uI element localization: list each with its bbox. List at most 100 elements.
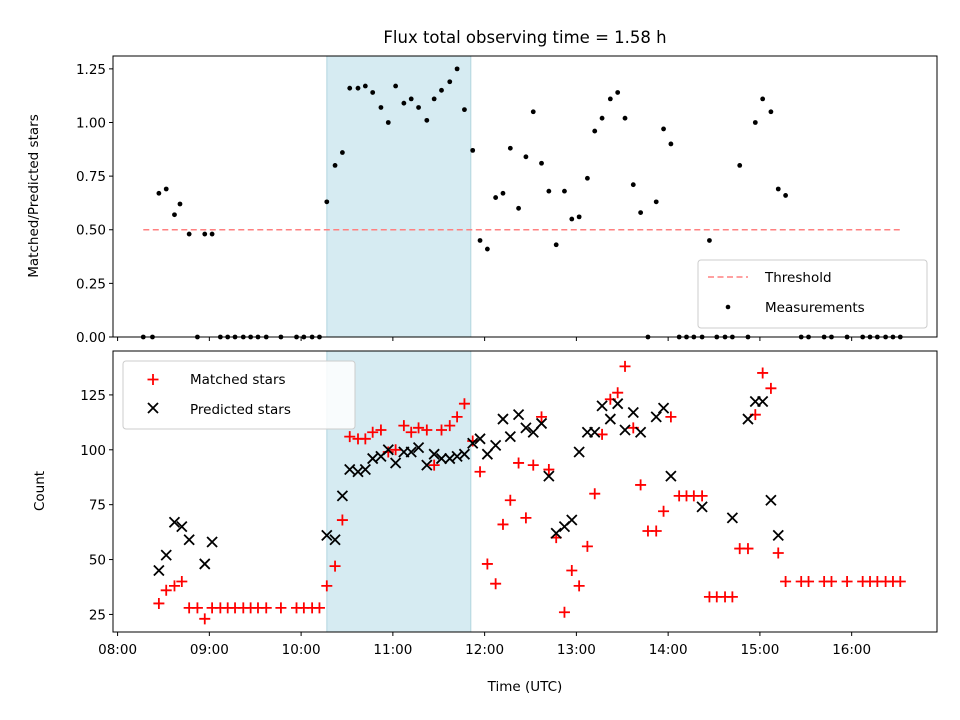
predicted-star-point xyxy=(589,426,601,438)
matched-star-point xyxy=(336,514,348,526)
matched-star-point xyxy=(160,584,172,596)
predicted-star-point xyxy=(183,534,195,546)
matched-star-point xyxy=(275,602,287,614)
measurement-point xyxy=(530,109,536,115)
x-tick-label: 11:00 xyxy=(373,642,412,658)
predicted-star-point xyxy=(481,448,494,460)
measurement-point xyxy=(768,109,774,115)
predicted-star-point xyxy=(405,446,417,458)
y-tick-label: 0.00 xyxy=(76,330,106,346)
predicted-star-point xyxy=(412,441,425,454)
predicted-star-point xyxy=(336,490,349,502)
measurement-point xyxy=(339,150,345,155)
matched-star-point xyxy=(191,602,203,614)
matched-star-point xyxy=(413,422,425,434)
matched-star-point xyxy=(260,602,272,614)
predicted-star-point xyxy=(474,433,486,445)
x-tick-label: 13:00 xyxy=(557,642,596,658)
x-tick-label: 10:00 xyxy=(282,642,321,658)
predicted-star-point xyxy=(566,514,578,526)
matched-star-point xyxy=(359,433,371,445)
matched-star-point xyxy=(490,578,502,590)
matched-star-point xyxy=(520,512,532,524)
predicted-star-point xyxy=(458,448,471,460)
matched-star-point xyxy=(612,387,624,399)
y-axis-ticks: 0.00 0.25 0.50 0.75 1.00 1.25 xyxy=(76,62,113,346)
x-tick-label: 09:00 xyxy=(190,642,229,658)
legend-threshold-label: Threshold xyxy=(764,270,832,286)
matched-star-point xyxy=(772,547,784,559)
predicted-star-point xyxy=(543,470,555,482)
measurement-point xyxy=(668,141,674,147)
matched-star-point xyxy=(390,444,402,456)
measurement-point xyxy=(653,199,659,205)
predicted-star-point xyxy=(634,426,647,438)
matched-star-point xyxy=(527,459,539,471)
predicted-star-point xyxy=(444,452,456,465)
x-tick-label: 14:00 xyxy=(649,642,688,658)
x-axis-ticks xyxy=(117,337,853,341)
measurement-point xyxy=(186,231,192,237)
measurement-point xyxy=(470,147,476,153)
ratio-panel: 0.00 0.25 0.50 0.75 1.00 1.25 Flux total obse… xyxy=(26,28,938,346)
measurement-point xyxy=(209,231,215,237)
matched-star-point xyxy=(780,576,792,588)
matched-star-point xyxy=(596,428,608,440)
matched-star-point xyxy=(581,540,593,552)
predicted-star-point xyxy=(359,463,371,476)
matched-star-point xyxy=(367,426,379,438)
measurement-point xyxy=(615,90,621,95)
predicted-star-point xyxy=(650,411,662,423)
matched-star-point xyxy=(398,420,410,432)
matched-star-point xyxy=(444,420,456,432)
predicted-star-point xyxy=(428,448,440,460)
matched-star-point xyxy=(375,424,387,436)
y-tick-label: 100 xyxy=(80,443,106,459)
y-tick-label: 1.25 xyxy=(76,62,106,78)
legend-matched-label: Matched stars xyxy=(190,372,286,388)
measurement-point xyxy=(638,210,644,215)
legend-box xyxy=(122,360,356,430)
matched-star-point xyxy=(199,613,211,625)
matched-star-point xyxy=(894,576,906,588)
matched-star-point xyxy=(650,525,662,537)
measurement-point xyxy=(592,128,598,134)
matched-star-point xyxy=(841,576,853,588)
plot-frame xyxy=(112,350,938,633)
matched-star-point xyxy=(421,424,433,436)
matched-star-point xyxy=(168,580,180,592)
measurement-point xyxy=(347,85,353,91)
measurement-point xyxy=(553,242,559,248)
measurement-point xyxy=(760,96,766,102)
measurement-point xyxy=(177,201,183,207)
measurement-point xyxy=(431,96,437,102)
measurement-point xyxy=(661,126,666,132)
measurement-point xyxy=(576,214,582,220)
predicted-star-point xyxy=(535,417,548,430)
predicted-star-point xyxy=(367,452,379,465)
matched-star-point xyxy=(726,591,738,603)
measurement-point xyxy=(562,188,567,194)
predicted-points xyxy=(153,395,784,577)
measurement-point xyxy=(370,90,376,95)
matched-star-point xyxy=(329,560,341,572)
predicted-star-point xyxy=(612,398,624,410)
y-tick-label: 50 xyxy=(89,553,106,569)
x-axis-ticks: 08:00 09:00 10:00 11:00 12:00 13:00 14:00 15:00… xyxy=(98,632,871,658)
matched-star-point xyxy=(176,576,188,588)
measurement-point xyxy=(385,120,391,125)
y-tick-label: 25 xyxy=(89,607,106,623)
matched-star-point xyxy=(474,466,486,478)
measurement-point xyxy=(172,212,177,218)
measurement-point xyxy=(393,83,399,89)
matched-star-point xyxy=(321,580,333,592)
predicted-star-point xyxy=(497,413,509,425)
predicted-star-point xyxy=(527,426,539,438)
predicted-star-point xyxy=(435,452,448,465)
plot-frame xyxy=(112,55,938,338)
predicted-star-point xyxy=(604,413,616,425)
measurement-point xyxy=(416,105,421,110)
predicted-star-point xyxy=(772,529,784,542)
x-tick-label: 16:00 xyxy=(832,642,871,658)
measurement-point xyxy=(523,154,529,160)
